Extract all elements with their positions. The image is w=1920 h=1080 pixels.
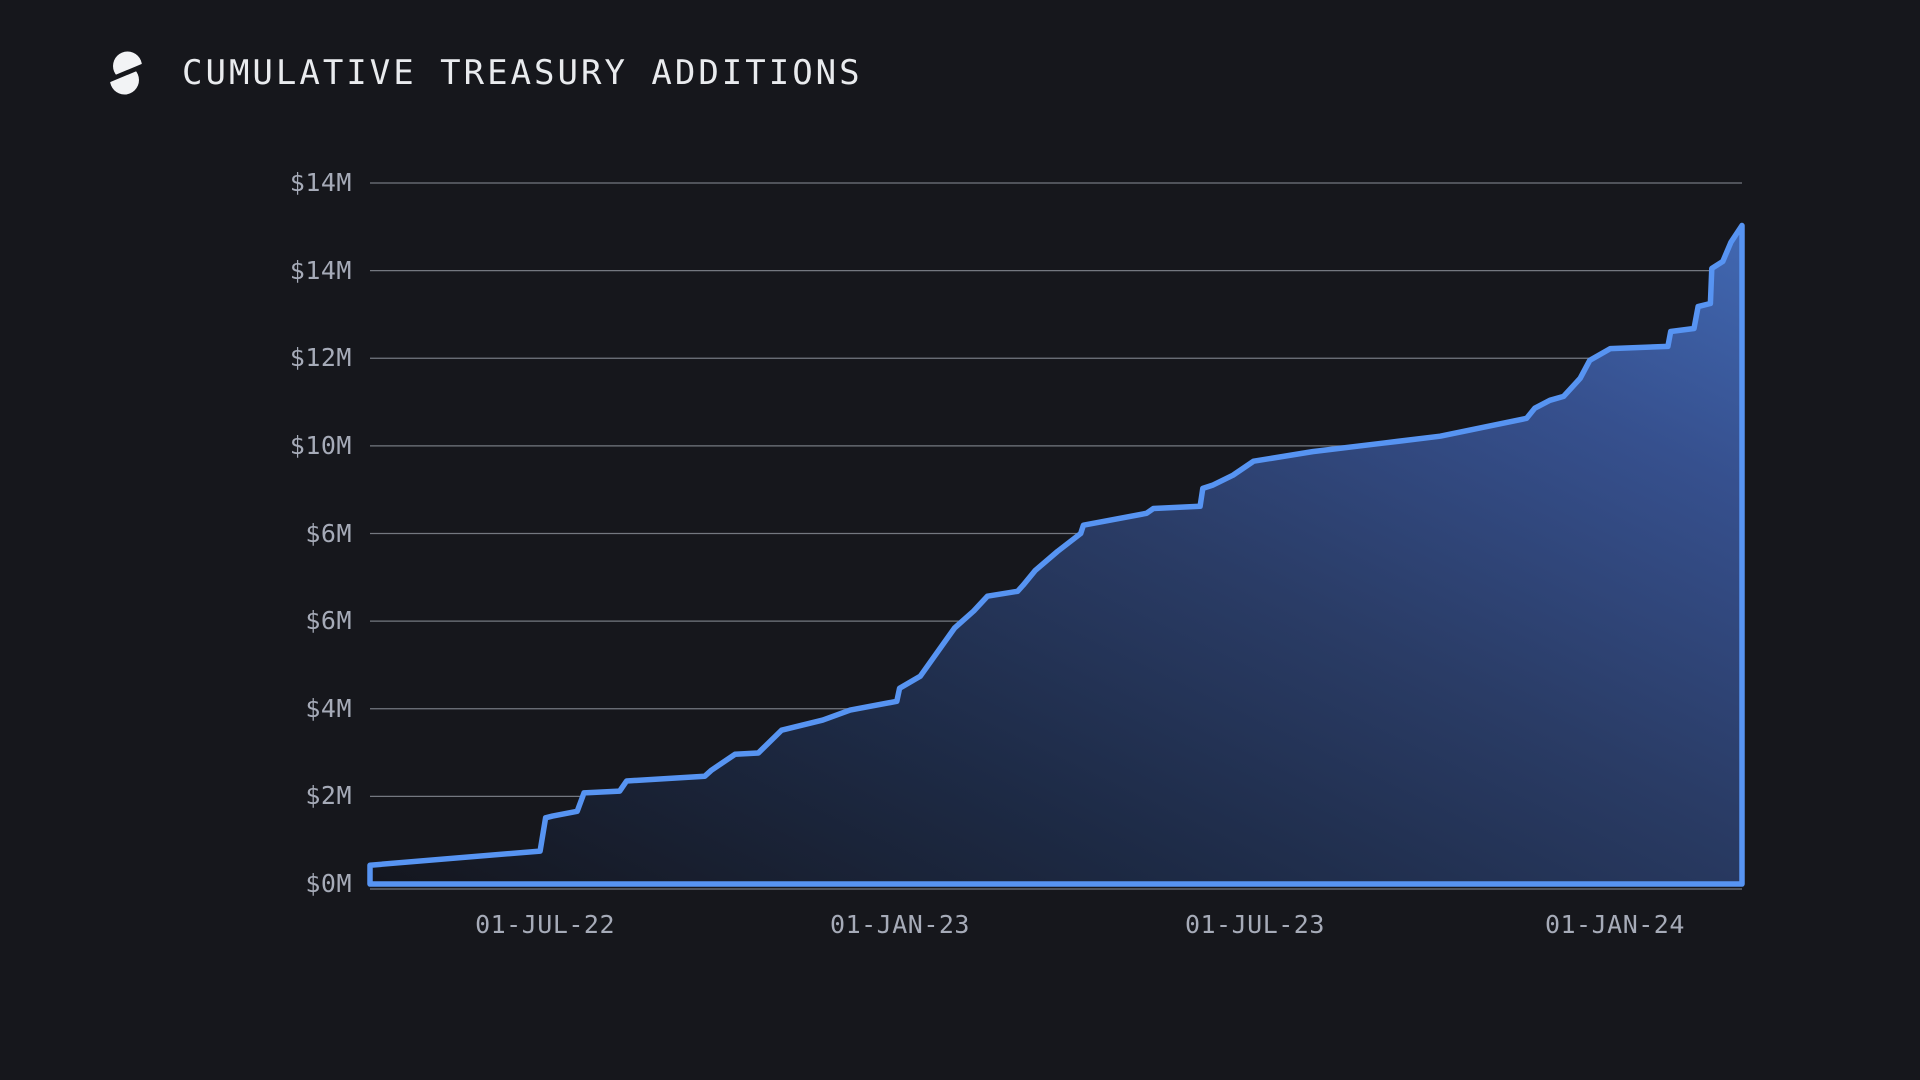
x-axis-label: 01-JUL-22: [475, 910, 616, 939]
y-axis-label: $10M: [289, 430, 352, 460]
x-axis-label: 01-JAN-24: [1544, 910, 1685, 939]
y-axis-label: $14M: [289, 255, 352, 285]
y-axis-label: $12M: [289, 343, 352, 373]
y-axis-label: $0M: [305, 869, 352, 898]
chart-header: CUMULATIVE TREASURY ADDITIONS: [108, 50, 863, 96]
y-axis-label: $2M: [305, 781, 352, 811]
x-axis-label: 01-JAN-23: [830, 910, 970, 939]
treasury-area-series: [367, 222, 1745, 887]
page-title: CUMULATIVE TREASURY ADDITIONS: [182, 53, 863, 93]
y-axis-label: $14M: [289, 168, 352, 197]
s-slash-logo-icon: [110, 51, 142, 95]
x-axis-label: 01-JUL-23: [1184, 910, 1325, 939]
y-axis-label: $4M: [305, 693, 352, 723]
y-axis-label: $6M: [305, 606, 352, 636]
y-axis-label: $6M: [305, 518, 352, 548]
